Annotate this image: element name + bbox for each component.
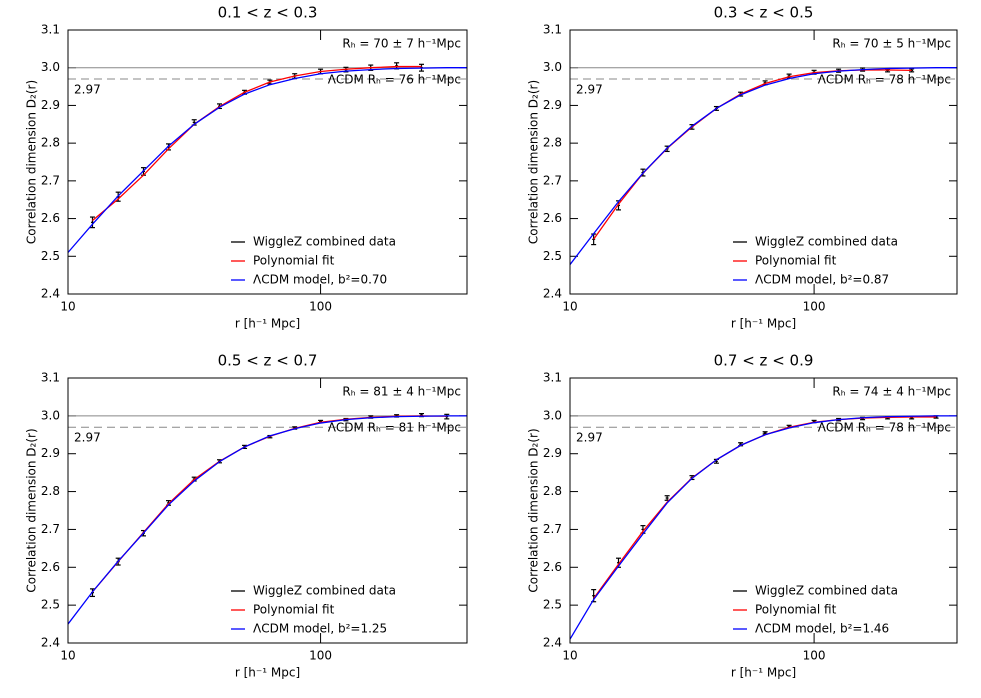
x-axis-label: r [h⁻¹ Mpc] (235, 317, 300, 331)
y-tick-label: 3.0 (41, 60, 60, 74)
y-tick-label: 2.5 (543, 249, 562, 263)
y-tick-label: 2.6 (543, 560, 562, 574)
annotation: Rₕ = 74 ± 4 h⁻¹Mpc (832, 385, 951, 399)
panel-title: 0.5 < z < 0.7 (218, 352, 318, 370)
reference-label: 2.97 (74, 431, 101, 445)
legend-label: ΛCDM model, b²=1.25 (253, 622, 387, 636)
y-tick-label: 2.8 (41, 136, 60, 150)
y-axis-label: Correlation dimension D₂(r) (527, 428, 541, 592)
plot-frame (569, 377, 958, 644)
x-tick-label: 10 (562, 649, 577, 663)
y-tick-label: 3.1 (543, 371, 562, 385)
y-tick-label: 2.5 (543, 598, 562, 612)
model-line (67, 415, 467, 625)
y-tick-label: 2.4 (543, 287, 562, 301)
y-tick-label: 3.1 (41, 23, 60, 37)
annotation: ΛCDM Rₕ = 78 h⁻¹Mpc (818, 421, 951, 435)
y-tick-label: 2.7 (41, 522, 60, 536)
model-line (92, 65, 422, 221)
annotation: ΛCDM Rₕ = 76 h⁻¹Mpc (328, 73, 461, 87)
reference-label: 2.97 (576, 431, 603, 445)
y-tick-label: 2.8 (543, 484, 562, 498)
x-axis-label: r [h⁻¹ Mpc] (731, 317, 796, 331)
y-tick-label: 2.9 (41, 98, 60, 112)
y-tick-label: 2.4 (543, 636, 562, 650)
legend-label: ΛCDM model, b²=0.87 (755, 273, 889, 287)
x-axis-label: r [h⁻¹ Mpc] (235, 666, 300, 680)
model-line (593, 416, 937, 599)
y-tick-label: 2.4 (41, 287, 60, 301)
reference-label: 2.97 (74, 83, 101, 97)
x-tick-label: 100 (803, 649, 826, 663)
plot-frame (67, 377, 468, 644)
legend-label: WiggleZ combined data (755, 584, 898, 598)
legend-label: Polynomial fit (253, 603, 335, 617)
legend-label: Polynomial fit (755, 254, 837, 268)
model-line (593, 69, 912, 240)
model-line (67, 67, 467, 253)
y-tick-label: 2.9 (41, 446, 60, 460)
plot-frame (67, 29, 468, 295)
model-line (569, 415, 957, 640)
y-tick-label: 2.7 (41, 173, 60, 187)
legend-label: WiggleZ combined data (755, 235, 898, 249)
y-tick-label: 2.6 (41, 560, 60, 574)
annotation: Rₕ = 70 ± 5 h⁻¹Mpc (832, 37, 951, 51)
y-tick-label: 2.5 (41, 249, 60, 263)
panel-title: 0.7 < z < 0.9 (714, 352, 814, 370)
x-tick-label: 100 (309, 300, 332, 314)
y-tick-label: 3.1 (41, 371, 60, 385)
annotation: ΛCDM Rₕ = 81 h⁻¹Mpc (328, 421, 461, 435)
x-tick-label: 100 (309, 649, 332, 663)
legend-label: ΛCDM model, b²=1.46 (755, 622, 889, 636)
legend-label: WiggleZ combined data (253, 584, 396, 598)
legend-label: Polynomial fit (253, 254, 335, 268)
annotation: ΛCDM Rₕ = 78 h⁻¹Mpc (818, 73, 951, 87)
y-tick-label: 2.7 (543, 522, 562, 536)
y-tick-label: 2.9 (543, 446, 562, 460)
x-tick-label: 100 (803, 300, 826, 314)
error-bar (89, 216, 95, 229)
model-line (569, 67, 957, 265)
legend-label: ΛCDM model, b²=0.70 (253, 273, 387, 287)
x-tick-label: 10 (60, 300, 75, 314)
legend-label: WiggleZ combined data (253, 235, 396, 249)
y-tick-label: 2.9 (543, 98, 562, 112)
x-tick-label: 10 (60, 649, 75, 663)
y-axis-label: Correlation dimension D₂(r) (527, 80, 541, 244)
y-tick-label: 2.8 (41, 484, 60, 498)
model-line (91, 415, 447, 593)
y-tick-label: 2.6 (543, 211, 562, 225)
y-axis-label: Correlation dimension D₂(r) (25, 428, 39, 592)
reference-label: 2.97 (576, 83, 603, 97)
annotation: Rₕ = 70 ± 7 h⁻¹Mpc (342, 37, 461, 51)
legend-label: Polynomial fit (755, 603, 837, 617)
y-axis-label: Correlation dimension D₂(r) (25, 80, 39, 244)
x-tick-label: 10 (562, 300, 577, 314)
plot-frame (569, 29, 958, 295)
x-axis-label: r [h⁻¹ Mpc] (731, 666, 796, 680)
y-tick-label: 2.4 (41, 636, 60, 650)
y-tick-label: 2.8 (543, 136, 562, 150)
y-tick-label: 3.0 (41, 408, 60, 422)
y-tick-label: 2.5 (41, 598, 60, 612)
y-tick-label: 3.1 (543, 23, 562, 37)
panel-title: 0.1 < z < 0.3 (218, 4, 318, 22)
annotation: Rₕ = 81 ± 4 h⁻¹Mpc (342, 385, 461, 399)
y-tick-label: 2.6 (41, 211, 60, 225)
y-tick-label: 3.0 (543, 408, 562, 422)
y-tick-label: 2.7 (543, 173, 562, 187)
panel-title: 0.3 < z < 0.5 (714, 4, 814, 22)
y-tick-label: 3.0 (543, 60, 562, 74)
